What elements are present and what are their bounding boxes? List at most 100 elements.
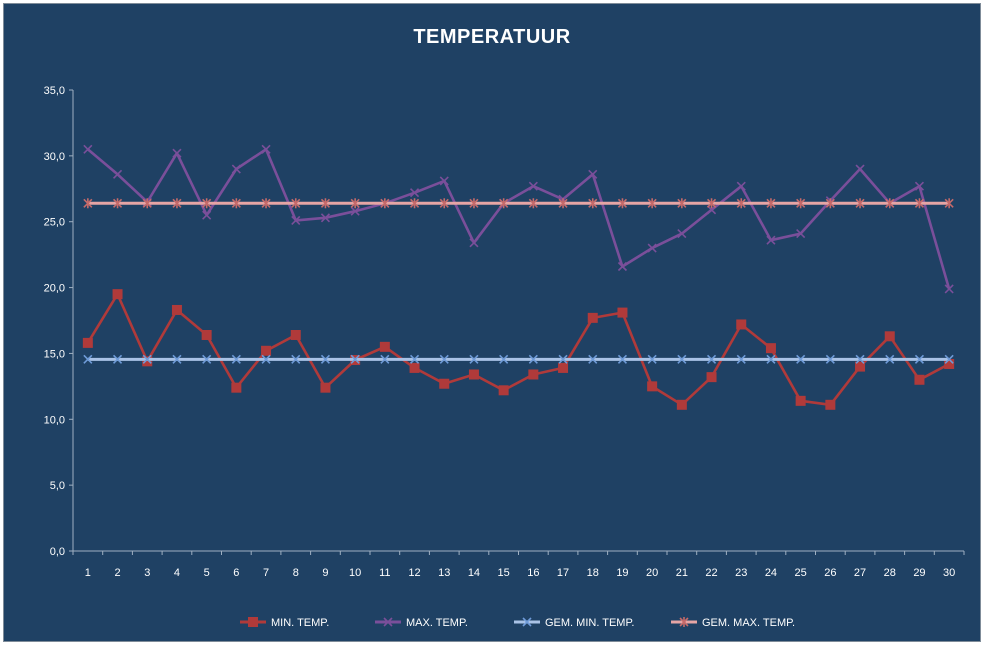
- data-point: [261, 144, 271, 154]
- data-point: [380, 198, 390, 209]
- data-point: [320, 382, 331, 393]
- data-point: [706, 372, 717, 383]
- x-tick-label: 29: [913, 567, 925, 579]
- data-point: [766, 198, 776, 209]
- data-point: [647, 354, 657, 364]
- data-point: [379, 341, 390, 352]
- data-point: [291, 215, 301, 225]
- data-point: [944, 354, 954, 364]
- data-point: [825, 399, 836, 410]
- legend-item: GEM. MAX. TEMP.: [671, 617, 795, 629]
- x-tick-label: 16: [527, 567, 539, 579]
- data-point: [290, 329, 301, 340]
- data-point: [112, 289, 123, 300]
- series-1: [82, 289, 955, 410]
- legend-swatch-marker: [383, 617, 393, 627]
- data-point: [409, 198, 420, 209]
- data-point: [409, 354, 420, 364]
- y-tick-label: 20,0: [44, 283, 65, 295]
- data-point: [439, 378, 450, 389]
- data-point: [766, 354, 776, 364]
- y-tick-label: 35,0: [44, 85, 65, 97]
- data-point: [885, 354, 895, 364]
- data-point: [469, 238, 479, 248]
- x-tick-label: 6: [233, 567, 239, 579]
- x-tick-label: 18: [587, 567, 599, 579]
- series-4: [83, 198, 954, 209]
- data-point: [647, 381, 658, 392]
- x-tick-label: 1: [85, 567, 91, 579]
- data-point: [676, 399, 687, 410]
- data-point: [588, 354, 598, 364]
- data-point: [112, 354, 123, 364]
- data-point: [795, 395, 806, 406]
- data-point: [499, 198, 509, 209]
- data-point: [855, 361, 866, 372]
- data-point: [736, 181, 746, 191]
- data-point: [766, 235, 776, 245]
- legend-item: MIN. TEMP.: [240, 617, 329, 629]
- y-tick-label: 5,0: [50, 480, 65, 492]
- data-point: [558, 198, 568, 209]
- data-point: [528, 369, 539, 380]
- data-point: [736, 198, 746, 209]
- x-tick-label: 3: [144, 567, 150, 579]
- data-point: [201, 329, 212, 340]
- x-tick-label: 9: [322, 567, 328, 579]
- data-point: [796, 198, 806, 209]
- data-point: [83, 144, 93, 154]
- x-tick-label: 25: [795, 567, 807, 579]
- data-point: [231, 198, 241, 209]
- data-point: [320, 354, 331, 364]
- x-tick-label: 12: [408, 567, 420, 579]
- data-point: [350, 198, 360, 209]
- data-point: [528, 198, 538, 209]
- data-point: [320, 213, 331, 223]
- data-point: [588, 169, 598, 179]
- data-point: [677, 354, 687, 364]
- data-point: [231, 164, 241, 174]
- data-point: [914, 354, 925, 364]
- x-tick-label: 26: [824, 567, 836, 579]
- data-point: [588, 198, 598, 209]
- data-point: [914, 374, 925, 385]
- data-point: [558, 354, 568, 364]
- data-point: [617, 198, 628, 209]
- x-tick-label: 14: [468, 567, 480, 579]
- data-point: [380, 354, 390, 364]
- chart-title: TEMPERATUUR: [413, 26, 571, 48]
- x-tick-label: 13: [438, 567, 450, 579]
- data-point: [172, 354, 182, 364]
- x-tick-label: 21: [676, 567, 688, 579]
- x-tick-label: 24: [765, 567, 777, 579]
- x-tick-label: 30: [943, 567, 955, 579]
- data-point: [796, 354, 806, 364]
- data-point: [884, 331, 895, 342]
- data-point: [320, 198, 331, 209]
- data-point: [498, 385, 509, 396]
- data-point: [350, 206, 360, 216]
- legend-label: GEM. MIN. TEMP.: [545, 617, 634, 629]
- data-point: [261, 198, 271, 209]
- data-point: [528, 181, 538, 191]
- data-point: [291, 354, 301, 364]
- x-tick-label: 11: [379, 567, 390, 579]
- x-tick-label: 27: [854, 567, 866, 579]
- x-tick-label: 4: [174, 567, 180, 579]
- y-tick-label: 10,0: [44, 414, 65, 426]
- data-point: [855, 198, 865, 209]
- data-point: [528, 354, 538, 364]
- data-point: [914, 198, 925, 209]
- y-tick-label: 30,0: [44, 151, 65, 163]
- data-point: [202, 354, 212, 364]
- series-line: [86, 292, 950, 407]
- data-point: [736, 354, 746, 364]
- data-point: [202, 198, 212, 209]
- chart-plot: 0,05,010,015,020,025,030,035,01 2 3 4 5 6 7 8 9 1…: [44, 85, 965, 629]
- data-point: [617, 261, 628, 272]
- data-point: [944, 198, 954, 209]
- data-point: [796, 229, 806, 239]
- x-tick-label: 20: [646, 567, 658, 579]
- data-point: [647, 198, 657, 209]
- x-tick-label: 2: [114, 567, 120, 579]
